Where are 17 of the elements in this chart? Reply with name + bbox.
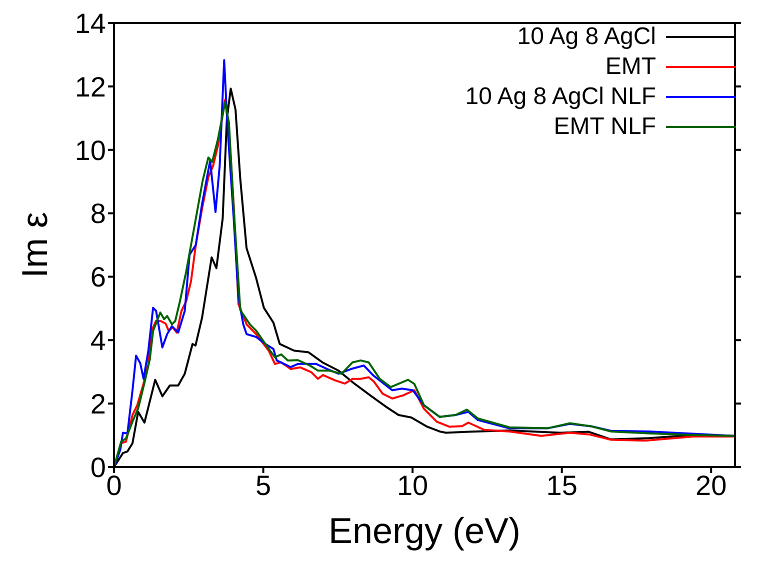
- x-tick-label: 15: [546, 470, 578, 501]
- x-tick-label: 10: [396, 470, 428, 501]
- y-tick-label: 6: [90, 262, 106, 293]
- y-tick-label: 4: [90, 325, 106, 356]
- y-tick-label: 10: [74, 134, 106, 166]
- y-tick-label: 8: [90, 198, 106, 230]
- x-axis-title: Energy (eV): [328, 510, 521, 551]
- y-tick-label: 14: [74, 8, 106, 39]
- legend-label: EMT NLF: [554, 113, 656, 141]
- legend-label: 10 Ag 8 AgCl: [517, 23, 656, 51]
- x-tick-label: 20: [696, 470, 727, 501]
- y-tick-label: 2: [90, 388, 106, 420]
- legend-label: EMT: [605, 53, 656, 81]
- y-axis-title: Im ε: [14, 212, 55, 278]
- legend-label: 10 Ag 8 AgCl NLF: [465, 83, 656, 111]
- x-tick-label: 5: [255, 470, 272, 501]
- y-tick-label: 12: [74, 71, 106, 102]
